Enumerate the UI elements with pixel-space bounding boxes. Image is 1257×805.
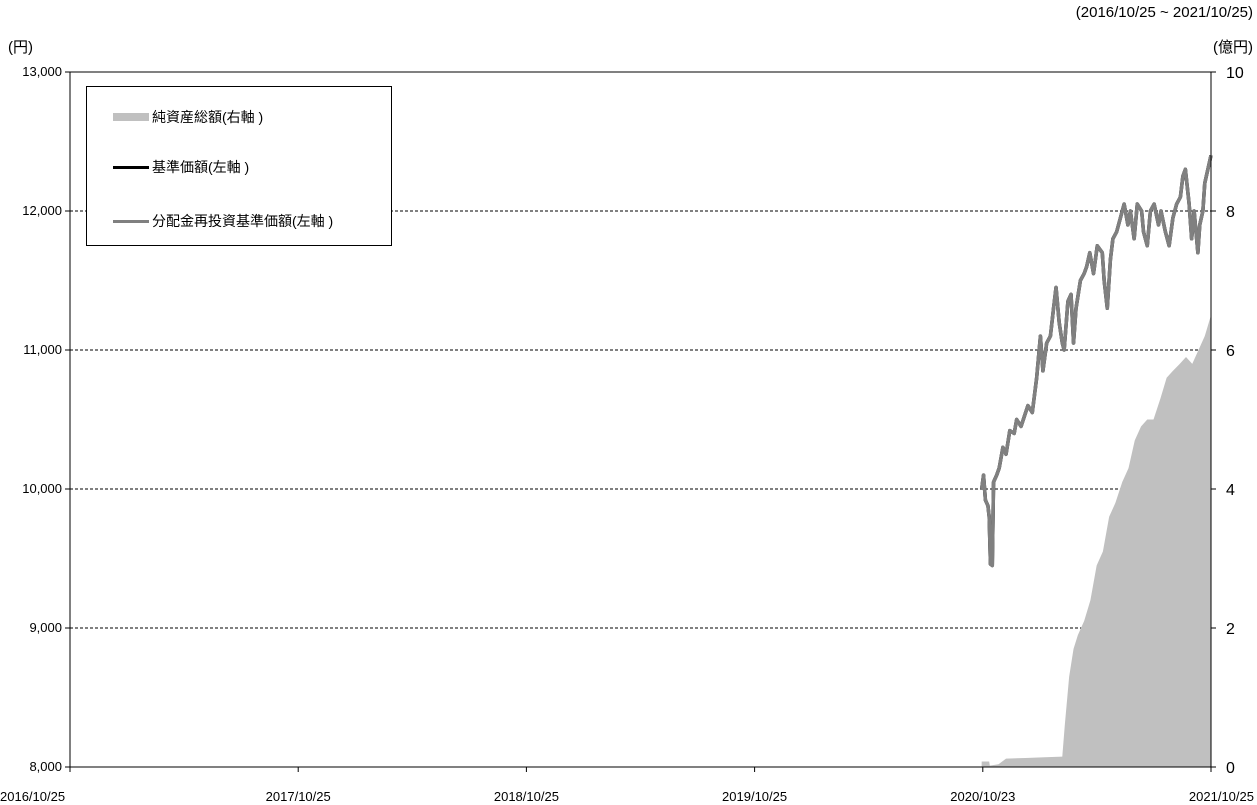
left-tick-label: 12,000 [22,203,62,218]
x-tick-label: 2018/10/25 [494,789,559,804]
reinvested-nav-line [979,155,1213,568]
legend-swatch-net-assets [113,113,149,121]
left-axis-unit: (円) [8,39,33,56]
legend-item-nav: 基準価額(左軸 ) [113,157,249,177]
x-tick-label: 2021/10/25 [1189,789,1254,804]
legend-label-nav: 基準価額(左軸 ) [152,159,250,175]
right-tick-label: 4 [1226,482,1235,499]
right-tick-label: 0 [1226,760,1235,777]
left-tick-label: 8,000 [29,759,62,774]
legend-swatch-reinvested-nav [113,219,149,223]
right-tick-label: 2 [1226,621,1235,638]
legend: 純資産総額(右軸 ) 基準価額(左軸 ) 分配金再投資基準価額(左軸 ) [86,86,392,246]
x-tick-label: 2017/10/25 [266,789,331,804]
period-label: (2016/10/25 ~ 2021/10/25) [1075,4,1253,21]
legend-item-reinvested-nav: 分配金再投資基準価額(左軸 ) [113,211,333,231]
left-tick-label: 13,000 [22,64,62,79]
legend-label-reinvested-nav: 分配金再投資基準価額(左軸 ) [152,213,334,229]
right-tick-label: 6 [1226,343,1235,360]
legend-item-net-assets: 純資産総額(右軸 ) [113,107,263,127]
x-tick-label: 2020/10/23 [950,789,1015,804]
x-tick-label: 2016/10/25 [0,789,65,804]
right-tick-label: 10 [1226,65,1244,82]
x-tick-label: 2019/10/25 [722,789,787,804]
right-tick-label: 8 [1226,204,1235,221]
legend-label-net-assets: 純資産総額(右軸 ) [152,109,264,125]
left-tick-label: 11,000 [23,342,62,357]
right-axis-unit: (億円) [1213,39,1253,56]
left-tick-label: 9,000 [29,620,62,635]
legend-swatch-nav [113,165,149,169]
net-assets-area [981,315,1211,767]
left-tick-label: 10,000 [22,481,62,496]
